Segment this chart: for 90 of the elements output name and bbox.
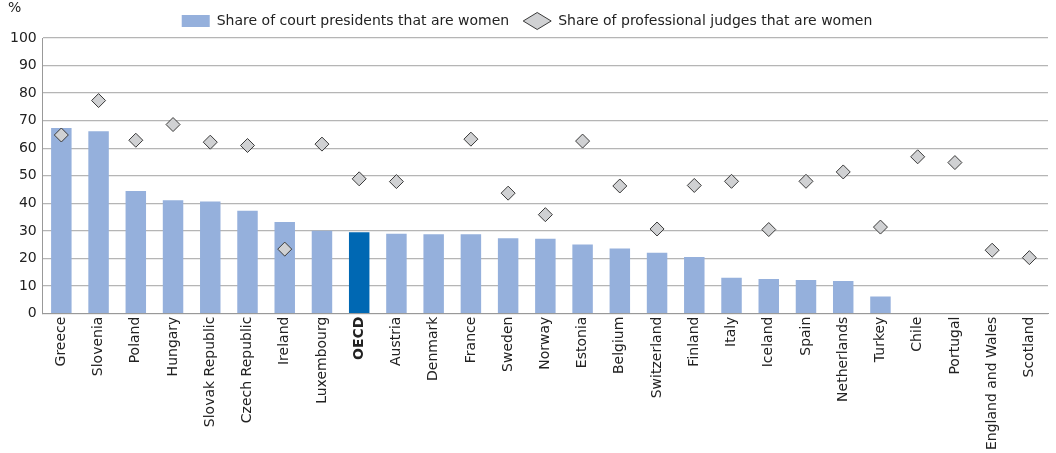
x-tick-label: Czech Republic bbox=[238, 316, 255, 424]
x-tick-label: Scotland bbox=[1020, 316, 1037, 378]
y-tick-label: 10 bbox=[18, 276, 37, 293]
bar bbox=[423, 234, 444, 313]
x-tick-label: Finland bbox=[684, 316, 701, 367]
point bbox=[463, 131, 479, 147]
point bbox=[351, 171, 367, 187]
x-tick-label: Italy bbox=[722, 316, 739, 347]
bar bbox=[572, 244, 593, 313]
bar bbox=[460, 234, 482, 313]
x-tick-label: Ireland bbox=[275, 316, 292, 366]
point bbox=[947, 155, 963, 171]
point bbox=[165, 117, 181, 133]
bar bbox=[311, 230, 333, 313]
point bbox=[240, 137, 255, 153]
y-tick-label: 50 bbox=[18, 166, 37, 183]
x-tick-label: Estonia bbox=[573, 316, 590, 369]
point bbox=[575, 133, 591, 149]
y-tick-label: 90 bbox=[18, 56, 37, 73]
y-tick-label: 80 bbox=[18, 83, 37, 100]
bar bbox=[51, 128, 72, 313]
point bbox=[724, 173, 740, 189]
x-tick-label: Hungary bbox=[163, 316, 180, 377]
point bbox=[612, 178, 628, 194]
x-tick-label: Netherlands bbox=[833, 316, 850, 402]
x-tick-label: Norway bbox=[536, 316, 552, 370]
point bbox=[910, 149, 926, 165]
bar bbox=[348, 232, 370, 313]
point bbox=[686, 177, 702, 193]
point bbox=[388, 174, 404, 190]
point bbox=[835, 164, 851, 180]
point bbox=[1021, 250, 1037, 266]
x-tick-label: England and Wales bbox=[982, 316, 999, 451]
bar bbox=[721, 277, 742, 313]
y-tick-label: 20 bbox=[18, 249, 37, 266]
x-tick-label: Poland bbox=[126, 316, 143, 364]
point bbox=[984, 242, 1000, 258]
point bbox=[872, 219, 888, 235]
x-tick-label: Portugal bbox=[945, 316, 962, 375]
bar bbox=[535, 238, 556, 313]
y-axis-title: % bbox=[8, 0, 22, 15]
bar bbox=[125, 190, 147, 313]
x-tick-label: Sweden bbox=[498, 316, 515, 372]
legend-label: Share of court presidents that are women bbox=[216, 11, 510, 28]
x-tick-label: Spain bbox=[796, 316, 813, 356]
bar bbox=[497, 238, 519, 313]
point bbox=[277, 241, 293, 257]
point bbox=[202, 134, 218, 150]
bar bbox=[832, 281, 854, 313]
point bbox=[500, 185, 516, 201]
y-tick-label: 70 bbox=[18, 111, 37, 128]
y-tick-label: 0 bbox=[27, 304, 37, 321]
bar bbox=[684, 257, 705, 313]
point bbox=[314, 136, 330, 152]
bar bbox=[386, 233, 407, 313]
legend-label: Share of professional judges that are women bbox=[558, 11, 873, 28]
x-tick-label: Greece bbox=[51, 316, 68, 367]
x-tick-label: Slovak Republic bbox=[200, 316, 217, 428]
point bbox=[761, 222, 777, 238]
point bbox=[798, 173, 814, 189]
point bbox=[91, 93, 107, 109]
bar bbox=[162, 200, 184, 313]
point bbox=[128, 132, 144, 148]
x-tick-label: Iceland bbox=[759, 316, 776, 368]
bar bbox=[795, 279, 817, 313]
x-tick-label: Turkey bbox=[871, 316, 888, 364]
bar bbox=[88, 131, 109, 313]
y-tick-label: 40 bbox=[18, 194, 37, 210]
bar bbox=[200, 201, 221, 313]
x-tick-label: Austria bbox=[387, 316, 404, 367]
point bbox=[649, 221, 665, 237]
x-tick-label: Luxembourg bbox=[312, 316, 329, 404]
point bbox=[537, 207, 553, 223]
x-tick-label: Denmark bbox=[424, 315, 441, 381]
bar bbox=[870, 296, 891, 313]
bar bbox=[274, 222, 295, 313]
y-tick-label: 30 bbox=[18, 221, 37, 238]
y-tick-label: 60 bbox=[18, 138, 37, 155]
bar bbox=[758, 278, 779, 313]
x-tick-label: Chile bbox=[908, 316, 925, 352]
bar bbox=[646, 252, 668, 313]
x-tick-label: OECD bbox=[349, 316, 366, 360]
x-tick-label: Slovenia bbox=[89, 316, 106, 377]
bar bbox=[237, 210, 258, 313]
x-tick-label: Switzerland bbox=[647, 316, 664, 399]
y-tick-label: 100 bbox=[9, 28, 37, 45]
x-tick-label: France bbox=[461, 316, 478, 364]
x-tick-label: Belgium bbox=[610, 316, 627, 375]
point bbox=[53, 127, 69, 143]
bar bbox=[609, 248, 631, 313]
